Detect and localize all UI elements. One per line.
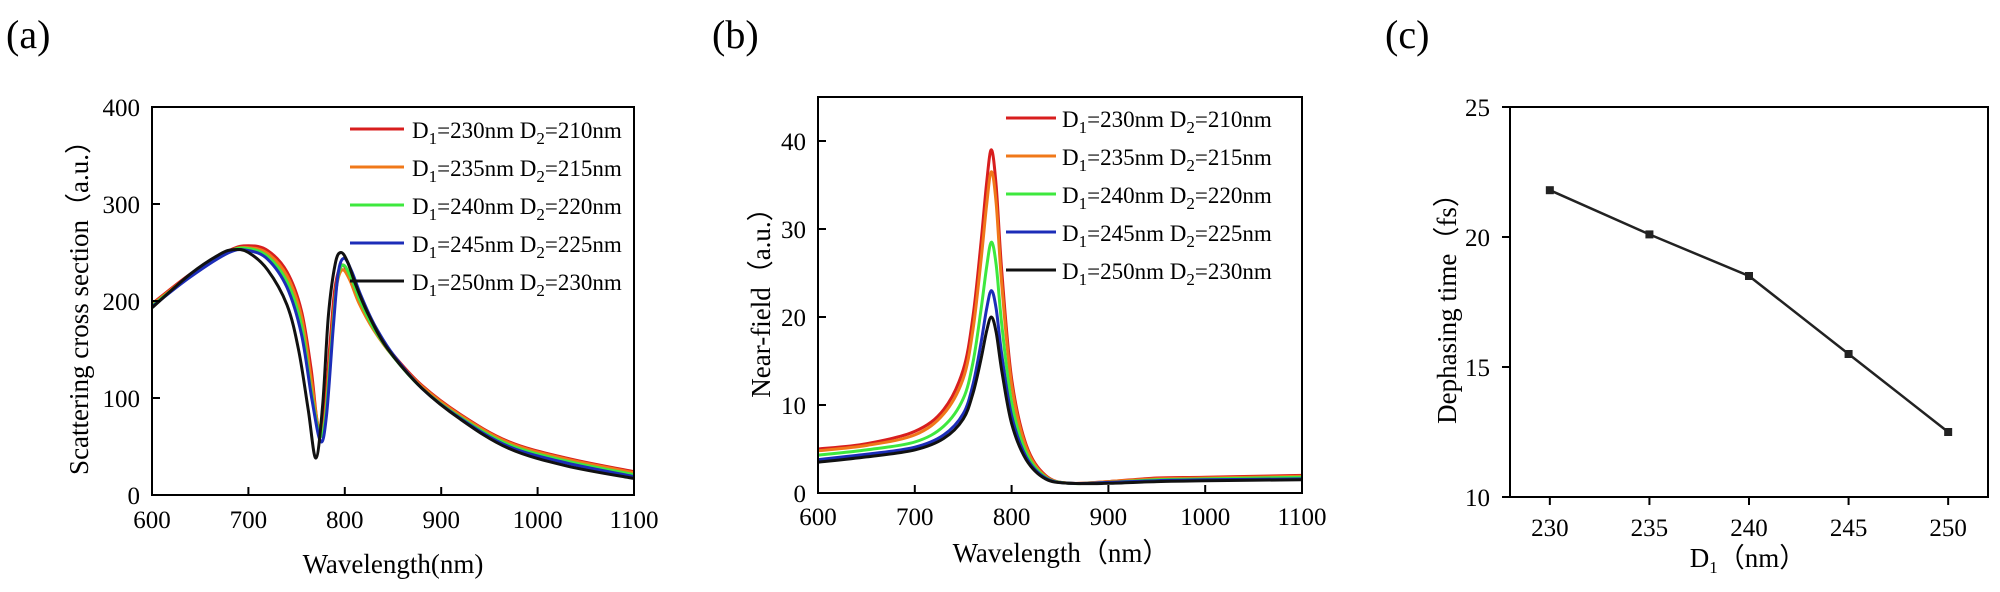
legend-label-d250: D1=250nm D2=230nm xyxy=(1062,259,1272,289)
panel-b-label: (b) xyxy=(712,12,759,57)
panel-b-x-axis-title: Wavelength（nm） xyxy=(953,538,1170,568)
data-point-marker xyxy=(1944,428,1953,436)
legend-label-d230: D1=230nm D2=210nm xyxy=(412,118,622,148)
x-tick-label: 250 xyxy=(1929,515,1967,542)
data-point-marker xyxy=(1844,350,1853,358)
x-tick-label: 600 xyxy=(799,504,837,531)
y-tick-label: 300 xyxy=(103,192,141,219)
panel-a-curves xyxy=(151,244,635,480)
legend-label-d235: D1=235nm D2=215nm xyxy=(412,156,622,186)
x-tick-label: 900 xyxy=(422,507,460,534)
x-tick-label: 1000 xyxy=(1180,504,1230,531)
y-tick-label: 0 xyxy=(128,483,141,510)
x-tick-label: 700 xyxy=(896,504,934,531)
panel-b-legend-item-3: D1=240nm D2=220nm xyxy=(1006,183,1272,213)
panel-c: (c) 230 235 240 245 250 10 15 20 25 D1（nm） Depha… xyxy=(1385,12,1989,577)
x-tick-label: 700 xyxy=(230,507,268,534)
panel-b-legend-item-2: D1=235nm D2=215nm xyxy=(1006,145,1272,175)
panel-b-legend-item-1: D1=230nm D2=210nm xyxy=(1006,107,1272,137)
x-tick-label: 230 xyxy=(1531,515,1569,542)
y-tick-label: 20 xyxy=(1465,225,1490,252)
series-line-dephasing-time xyxy=(1549,189,1949,433)
x-tick-label: 800 xyxy=(993,504,1031,531)
panel-a-legend-item-4: D1=245nm D2=225nm xyxy=(350,232,622,262)
legend-label-d250: D1=250nm D2=230nm xyxy=(412,270,622,300)
data-point-marker xyxy=(1545,186,1554,195)
panel-a: (a) 600 700 800 900 1000 1100 0 100 200 300 400 Wa… xyxy=(6,12,659,579)
x-tick-label: 1000 xyxy=(513,507,563,534)
y-tick-label: 0 xyxy=(794,481,807,508)
panel-a-legend-item-2: D1=235nm D2=215nm xyxy=(350,156,622,186)
panel-a-label: (a) xyxy=(6,12,50,57)
y-tick-label: 10 xyxy=(781,393,806,420)
x-tick-label: 240 xyxy=(1730,515,1768,542)
panel-a-legend-item-1: D1=230nm D2=210nm xyxy=(350,118,622,148)
series-line-d250 xyxy=(817,315,1303,486)
y-tick-label: 20 xyxy=(781,305,806,332)
data-point-marker xyxy=(1645,230,1654,239)
panel-c-ticks: 230 235 240 245 250 10 15 20 25 xyxy=(1465,95,1967,542)
x-tick-label: 600 xyxy=(133,507,171,534)
panel-c-x-axis-title: D1（nm） xyxy=(1690,543,1807,577)
x-tick-label: 1100 xyxy=(1277,504,1326,531)
panel-a-x-axis-title: Wavelength(nm) xyxy=(303,549,484,579)
panel-b-legend-item-4: D1=245nm D2=225nm xyxy=(1006,221,1272,251)
panel-b-ticks: 600 700 800 900 1000 1100 0 10 20 30 40 xyxy=(781,129,1327,531)
legend-label-d245: D1=245nm D2=225nm xyxy=(1062,221,1272,251)
panel-c-plot-frame xyxy=(1509,106,1989,498)
y-tick-label: 15 xyxy=(1465,355,1490,382)
panel-a-y-axis-title: Scattering cross section（a.u.） xyxy=(64,127,94,475)
y-tick-label: 10 xyxy=(1465,485,1490,512)
x-tick-label: 1100 xyxy=(609,507,658,534)
y-tick-label: 200 xyxy=(103,289,141,316)
y-tick-label: 25 xyxy=(1465,95,1490,122)
panel-a-ticks: 600 700 800 900 1000 1100 0 100 200 300 400 xyxy=(103,95,659,534)
panel-b-legend: D1=230nm D2=210nm D1=235nm D2=215nm D1=2… xyxy=(1006,107,1272,289)
series-line-d250 xyxy=(151,247,635,480)
x-tick-label: 245 xyxy=(1830,515,1868,542)
panel-a-legend-item-5: D1=250nm D2=230nm xyxy=(350,270,622,300)
x-tick-label: 235 xyxy=(1631,515,1669,542)
y-tick-label: 400 xyxy=(103,95,141,122)
panel-a-legend-item-3: D1=240nm D2=220nm xyxy=(350,194,622,224)
y-tick-label: 40 xyxy=(781,129,806,156)
y-tick-label: 30 xyxy=(781,217,806,244)
legend-label-d235: D1=235nm D2=215nm xyxy=(1062,145,1272,175)
panel-a-legend: D1=230nm D2=210nm D1=235nm D2=215nm D1=2… xyxy=(350,118,622,300)
panel-b: (b) 600 700 800 900 1000 1100 0 10 20 30 40 Wavele… xyxy=(712,12,1327,568)
series-line-d235 xyxy=(817,170,1303,486)
panel-c-y-axis-title: Dephasing time（fs） xyxy=(1432,180,1462,424)
legend-label-d240: D1=240nm D2=220nm xyxy=(1062,183,1272,213)
x-tick-label: 800 xyxy=(326,507,364,534)
panel-b-plot-frame xyxy=(817,96,1303,494)
x-tick-label: 900 xyxy=(1090,504,1128,531)
panel-b-legend-item-5: D1=250nm D2=230nm xyxy=(1006,259,1272,289)
y-tick-label: 100 xyxy=(103,386,141,413)
data-point-marker xyxy=(1745,272,1753,280)
panel-c-curves xyxy=(1545,186,1953,436)
legend-label-d240: D1=240nm D2=220nm xyxy=(412,194,622,224)
panel-b-y-axis-title: Near-field（a.u.） xyxy=(746,194,776,397)
legend-label-d230: D1=230nm D2=210nm xyxy=(1062,107,1272,137)
panel-c-label: (c) xyxy=(1385,12,1429,57)
legend-label-d245: D1=245nm D2=225nm xyxy=(412,232,622,262)
panel-b-curves xyxy=(817,148,1303,486)
